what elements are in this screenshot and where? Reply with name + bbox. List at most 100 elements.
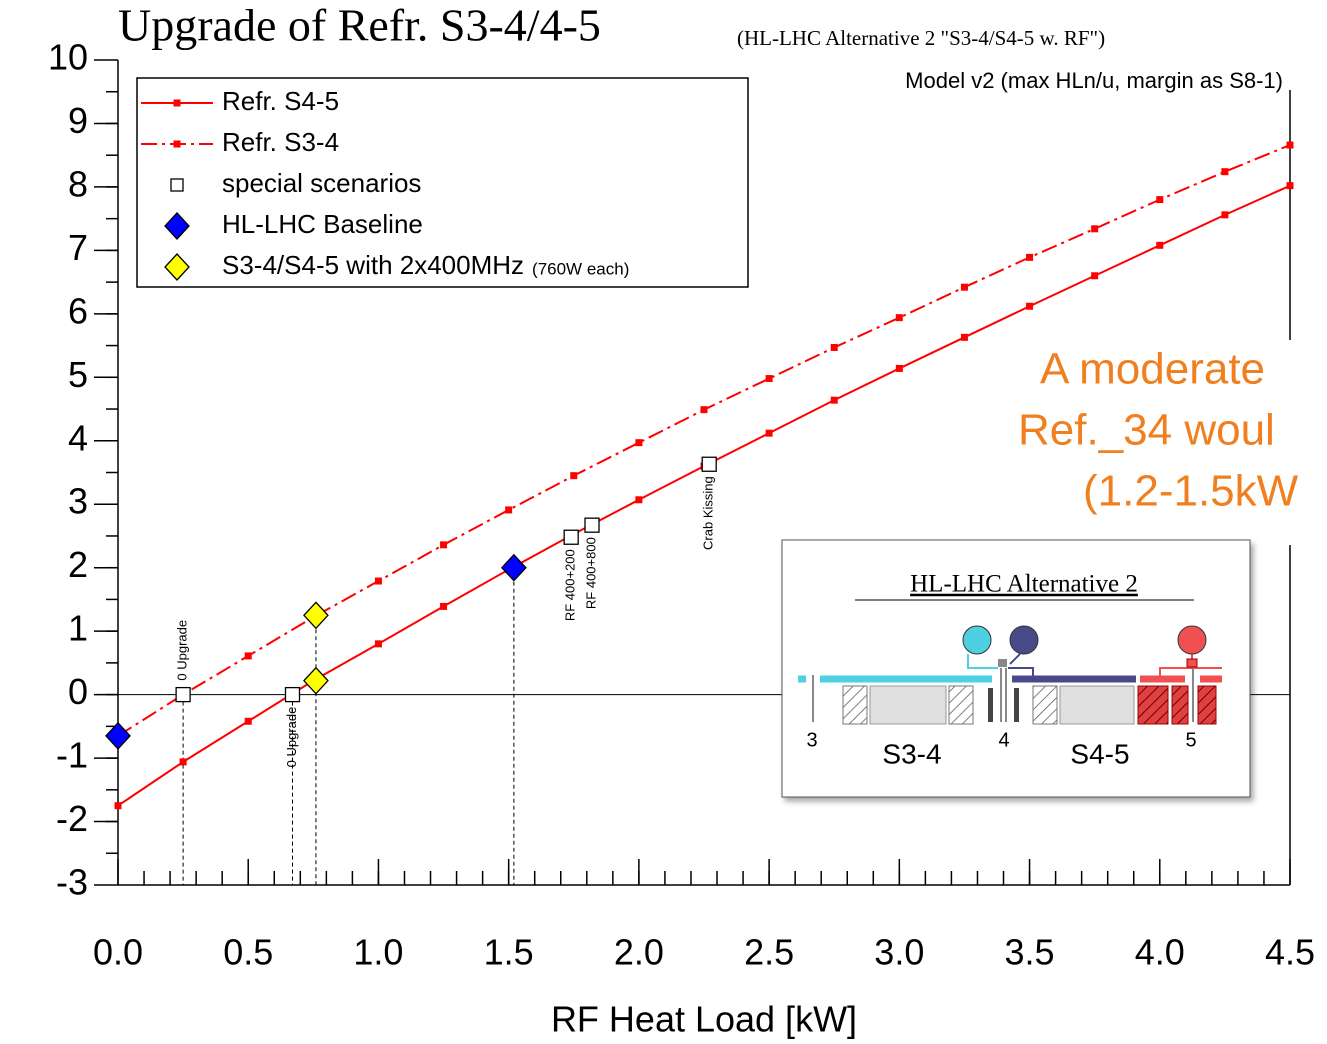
inset-block <box>1059 685 1135 725</box>
annotation-line: Ref._34 woul <box>1018 406 1275 455</box>
inset-label: 4 <box>998 729 1009 751</box>
point-marker <box>895 364 903 372</box>
y-tick-label: 3 <box>68 481 88 522</box>
point-marker <box>1221 211 1229 219</box>
point-marker <box>960 283 968 291</box>
point-marker <box>179 758 187 766</box>
point-marker <box>765 375 773 383</box>
point-marker <box>374 577 382 585</box>
inset-block <box>1032 685 1058 725</box>
point-marker <box>1286 182 1294 190</box>
point-marker <box>303 601 329 630</box>
point-marker <box>701 456 717 472</box>
inset-cavity <box>962 625 992 655</box>
inset-label: 5 <box>1185 729 1196 751</box>
point-marker <box>175 686 191 703</box>
legend: Refr. S4-5 Refr. S3-4 special scenarios HL-… <box>136 77 749 288</box>
x-tick-label: 1.5 <box>484 932 534 973</box>
x-tick-label: 2.0 <box>614 932 664 973</box>
point-marker <box>164 212 190 240</box>
legend-label: Refr. S4-5 <box>222 86 339 116</box>
inset-block <box>869 685 947 725</box>
y-tick-label: 1 <box>68 608 88 649</box>
legend-label: special scenarios <box>222 168 421 198</box>
point-marker <box>114 802 122 810</box>
inset-cavity <box>1177 625 1207 655</box>
inset-label: 3 <box>806 729 817 751</box>
scenario-label: 0 Upgrade <box>284 707 299 768</box>
y-tick-label: 10 <box>48 37 88 78</box>
x-tick-label: 0.0 <box>93 932 143 973</box>
inset-block <box>988 688 993 722</box>
y-tick-label: 6 <box>68 290 88 331</box>
chart-subtitle: Model v2 (max HLn/u, margin as S8-1) <box>905 68 1283 93</box>
point-marker <box>505 506 513 514</box>
legend-label: Refr. S3-4 <box>222 127 339 157</box>
y-tick-label: -3 <box>56 862 88 903</box>
legend-note: (760W each) <box>532 259 629 278</box>
point-marker <box>284 686 301 703</box>
point-marker <box>1286 141 1294 149</box>
annotation-line: A moderate <box>1040 345 1265 394</box>
inset: HL-LHC Alternative 2 3 S3-4 4 S4-5 <box>781 539 1251 798</box>
y-tick-label: 4 <box>68 417 88 458</box>
point-marker <box>1221 168 1229 176</box>
inset-block <box>948 685 974 725</box>
point-marker <box>440 541 448 549</box>
annotation-line: (1.2-1.5kW <box>1083 467 1299 516</box>
y-tick-label: -2 <box>56 798 88 839</box>
inset-label: S4-5 <box>1070 738 1129 769</box>
point-marker <box>244 652 252 660</box>
x-tick-label: 4.5 <box>1265 932 1315 973</box>
inset-block <box>1197 685 1217 725</box>
inset-block <box>1014 688 1019 722</box>
legend-box <box>136 77 749 288</box>
x-tick-label: 0.5 <box>223 932 273 973</box>
point-marker <box>105 721 131 750</box>
point-marker <box>170 178 184 192</box>
x-axis-label: RF Heat Load [kW] <box>551 999 857 1040</box>
scenario-label: 0 Upgrade <box>175 620 190 681</box>
legend-label: S3-4/S4-5 with 2x400MHz <box>222 250 524 280</box>
point-marker <box>1026 302 1034 310</box>
point-marker <box>570 472 578 480</box>
y-tick-label: -1 <box>56 735 88 776</box>
point-marker <box>374 640 382 648</box>
inset-lead <box>967 654 998 669</box>
scenario-label: Crab Kissing <box>701 476 716 550</box>
x-tick-label: 2.5 <box>744 932 794 973</box>
inset-block <box>1137 685 1169 725</box>
y-tick-label: 8 <box>68 163 88 204</box>
x-tick-label: 1.0 <box>353 932 403 973</box>
inset-coupler <box>1186 658 1198 668</box>
inset-lead <box>1009 653 1021 665</box>
x-tick-label: 3.5 <box>1005 932 1055 973</box>
inset-label: S3-4 <box>882 738 941 769</box>
inset-lead <box>1008 667 1034 679</box>
scenario-label: RF 400+800 <box>583 537 598 609</box>
point-marker <box>1156 241 1164 249</box>
inset-cavity <box>1009 625 1039 655</box>
point-marker <box>584 517 600 533</box>
y-tick-label: 9 <box>68 100 88 141</box>
point-marker <box>1091 272 1099 280</box>
point-marker <box>173 99 181 107</box>
point-marker <box>765 429 773 437</box>
inset-block <box>842 685 868 725</box>
scenario-label: RF 400+200 <box>563 549 578 621</box>
point-marker <box>960 333 968 341</box>
inset-block <box>1171 685 1189 725</box>
inset-lead <box>1159 667 1222 679</box>
point-marker <box>635 439 643 447</box>
x-tick-label: 3.0 <box>874 932 924 973</box>
point-marker <box>440 602 448 610</box>
inset-title: HL-LHC Alternative 2 <box>910 571 1138 598</box>
y-tick-label: 0 <box>68 671 88 712</box>
point-marker <box>830 396 838 404</box>
point-marker <box>895 314 903 322</box>
point-marker <box>635 496 643 504</box>
plot-area: 0 Upgrade 0 Upgrade RF 400+200 RF 400+800 Cr… <box>94 59 1294 886</box>
point-marker <box>500 553 527 582</box>
y-tick-label: 5 <box>68 354 88 395</box>
